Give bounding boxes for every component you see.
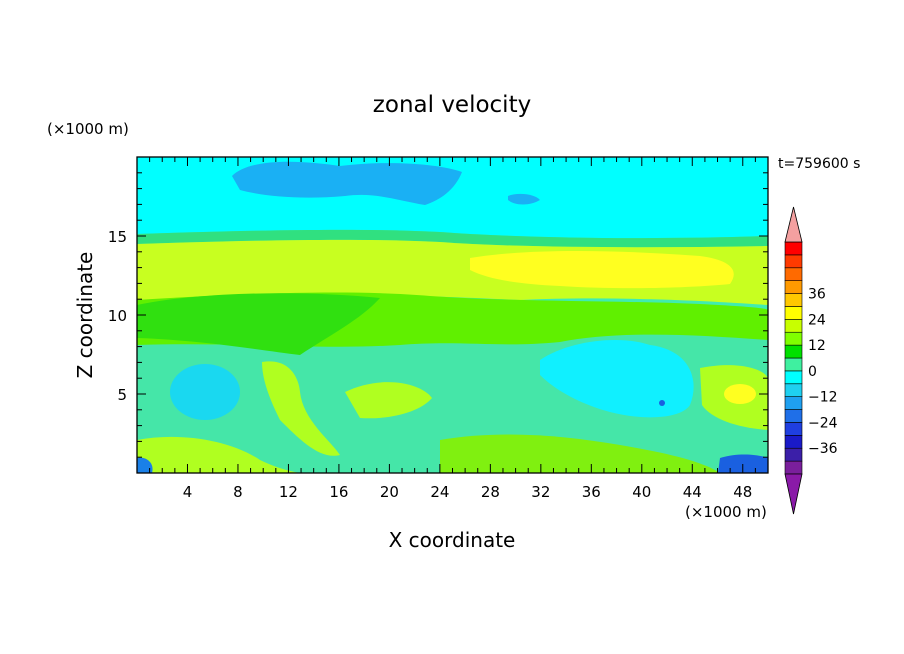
colorbar-segment (784, 241, 803, 256)
y-axis-label: Z coordinate (73, 252, 97, 379)
x-unit-label: (×1000 m) (685, 503, 767, 521)
x-tick-label: 32 (531, 483, 550, 501)
x-tick-label: 24 (430, 483, 449, 501)
colorbar-segment (784, 293, 803, 307)
colorbar-label: −12 (808, 390, 838, 406)
y-tick-label: 10 (108, 307, 127, 325)
colorbar-segment (784, 435, 803, 449)
time-label: t=759600 s (778, 156, 860, 172)
y-tick-label: 5 (117, 386, 127, 404)
x-tick-label: 16 (329, 483, 348, 501)
colorbar-segment (784, 319, 803, 333)
x-axis: 4 8 12 16 20 24 28 32 36 40 44 48 (149, 157, 756, 501)
colorbar-over-arrow (784, 206, 803, 243)
colorbar-segment (784, 396, 803, 410)
colorbar-segment (784, 267, 803, 281)
colorbar-label: 36 (808, 287, 826, 303)
colorbar-segment (784, 447, 803, 462)
colorbar-label: 12 (808, 338, 826, 354)
colorbar-label: −24 (808, 415, 838, 431)
colorbar: −36 −24 −12 0 12 24 36 (784, 206, 838, 515)
colorbar-segment (784, 306, 803, 320)
colorbar-segment (784, 254, 803, 269)
colorbar-segment (784, 370, 803, 385)
x-tick-label: 20 (380, 483, 399, 501)
x-tick-label: 40 (632, 483, 651, 501)
x-tick-label: 28 (481, 483, 500, 501)
colorbar-segment (784, 357, 803, 372)
contour-field (137, 157, 768, 473)
colorbar-label: 24 (808, 312, 826, 328)
x-tick-label: 4 (183, 483, 193, 501)
x-tick-label: 36 (582, 483, 601, 501)
chart-title: zonal velocity (373, 92, 531, 118)
x-tick-label: 44 (683, 483, 702, 501)
x-tick-label: 48 (733, 483, 752, 501)
y-unit-label: (×1000 m) (47, 120, 129, 138)
colorbar-segment (784, 422, 803, 436)
y-axis: 5 10 15 (108, 172, 768, 458)
x-axis-label: X coordinate (389, 528, 516, 552)
colorbar-segment (784, 331, 803, 346)
x-tick-label: 8 (233, 483, 243, 501)
colorbar-label: −36 (808, 441, 838, 457)
colorbar-under-arrow (784, 473, 803, 515)
colorbar-segment (784, 383, 803, 397)
colorbar-segment (784, 460, 803, 475)
colorbar-label: 0 (808, 364, 817, 380)
x-tick-label: 12 (279, 483, 298, 501)
colorbar-segment (784, 344, 803, 359)
y-tick-label: 15 (108, 228, 127, 246)
colorbar-segment (784, 409, 803, 423)
colorbar-segment (784, 280, 803, 294)
